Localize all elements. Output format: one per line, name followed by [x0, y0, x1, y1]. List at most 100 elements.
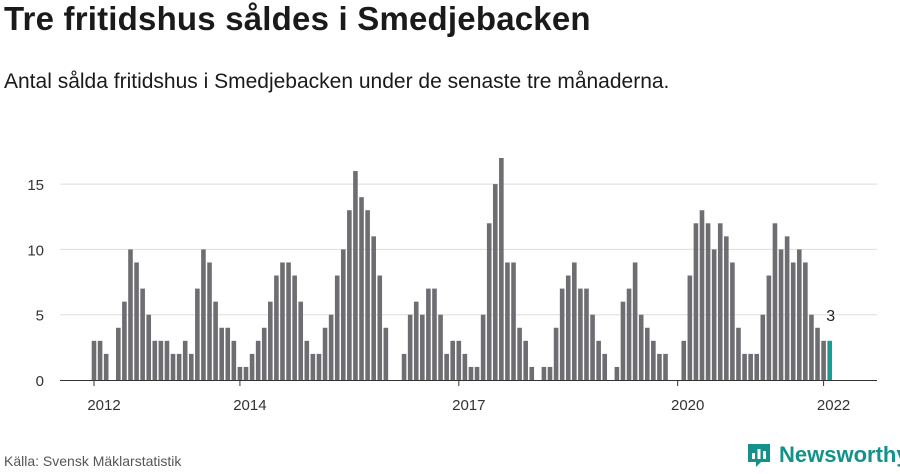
bar — [614, 366, 620, 380]
bar — [687, 275, 693, 380]
bar — [140, 288, 145, 380]
bar — [304, 340, 310, 380]
bar — [91, 340, 97, 380]
bar — [626, 288, 632, 380]
bar — [213, 301, 218, 380]
x-tick-label: 2020 — [671, 397, 704, 414]
bar — [602, 353, 608, 380]
bar — [182, 340, 188, 380]
bar — [420, 314, 425, 380]
bar — [663, 353, 668, 380]
bar — [195, 288, 200, 380]
bar — [371, 236, 376, 380]
bar — [97, 340, 103, 380]
bar — [225, 327, 231, 380]
bar — [778, 249, 784, 380]
bar — [736, 327, 741, 380]
bar — [468, 366, 474, 380]
chart-title: Tre fritidshus såldes i Smedjebacken — [4, 0, 591, 37]
bar — [316, 353, 322, 380]
bar — [340, 249, 346, 380]
bar — [261, 327, 267, 380]
bar — [322, 327, 328, 380]
bar — [517, 327, 522, 380]
bar — [492, 184, 498, 380]
bar — [547, 366, 553, 380]
bar — [450, 340, 456, 380]
bar — [237, 366, 243, 380]
bar — [499, 158, 504, 380]
bar — [651, 340, 656, 380]
bar — [164, 340, 170, 380]
bar — [730, 262, 735, 380]
bar — [821, 340, 826, 380]
source-note: Källa: Svensk Mäklarstatistik — [4, 453, 182, 469]
chart-subtitle: Antal sålda fritidshus i Smedjebacken un… — [4, 70, 670, 93]
bar — [638, 314, 644, 380]
bar — [724, 236, 729, 380]
bar — [590, 314, 595, 380]
bar — [328, 314, 334, 380]
bar — [644, 327, 650, 380]
bar — [268, 301, 273, 380]
bar — [474, 366, 480, 380]
bar — [347, 210, 352, 380]
bar — [456, 340, 462, 380]
y-tick-label: 5 — [36, 308, 44, 325]
bar — [298, 301, 304, 380]
bar — [426, 288, 431, 380]
bar — [146, 314, 152, 380]
bar — [711, 249, 717, 380]
bar — [657, 353, 662, 380]
bar — [438, 314, 443, 380]
bar — [310, 353, 316, 380]
bar — [128, 249, 133, 380]
y-tick-label: 15 — [27, 177, 44, 194]
y-tick-label: 10 — [27, 242, 44, 259]
newsworthy-logo-icon — [748, 444, 770, 467]
bar — [280, 262, 285, 380]
data-label: 3 — [826, 308, 835, 325]
bar — [249, 353, 255, 380]
bar — [176, 353, 182, 380]
bar — [699, 210, 705, 380]
bar — [693, 223, 699, 380]
bar — [790, 262, 796, 380]
bar — [413, 301, 419, 380]
bar — [559, 288, 565, 380]
bar — [432, 288, 437, 380]
bar — [286, 262, 291, 380]
bar — [705, 223, 711, 380]
bar — [742, 353, 747, 380]
bar — [681, 340, 687, 380]
bar — [122, 301, 127, 380]
bar — [505, 262, 510, 380]
bar — [584, 288, 589, 380]
bar — [152, 340, 158, 380]
bar — [565, 275, 571, 380]
bar — [809, 314, 814, 380]
bar — [827, 340, 832, 380]
bar — [134, 262, 139, 380]
bar — [407, 314, 413, 380]
bar — [188, 353, 194, 380]
bar — [486, 223, 492, 380]
bar — [529, 366, 535, 380]
bar — [359, 197, 364, 380]
bar — [803, 262, 808, 380]
bar — [815, 327, 820, 380]
bar — [796, 249, 802, 380]
brand-logo: Newsworthy — [745, 441, 900, 469]
bar — [401, 353, 407, 380]
brand-name: Newsworthy — [779, 442, 900, 467]
bar — [334, 275, 340, 380]
bar — [620, 301, 626, 380]
bar — [462, 353, 468, 380]
bar — [748, 353, 753, 380]
bar — [255, 340, 261, 380]
bar — [632, 262, 638, 380]
bar — [766, 275, 772, 380]
bar — [243, 366, 249, 380]
bar — [572, 262, 577, 380]
bar — [219, 327, 224, 380]
